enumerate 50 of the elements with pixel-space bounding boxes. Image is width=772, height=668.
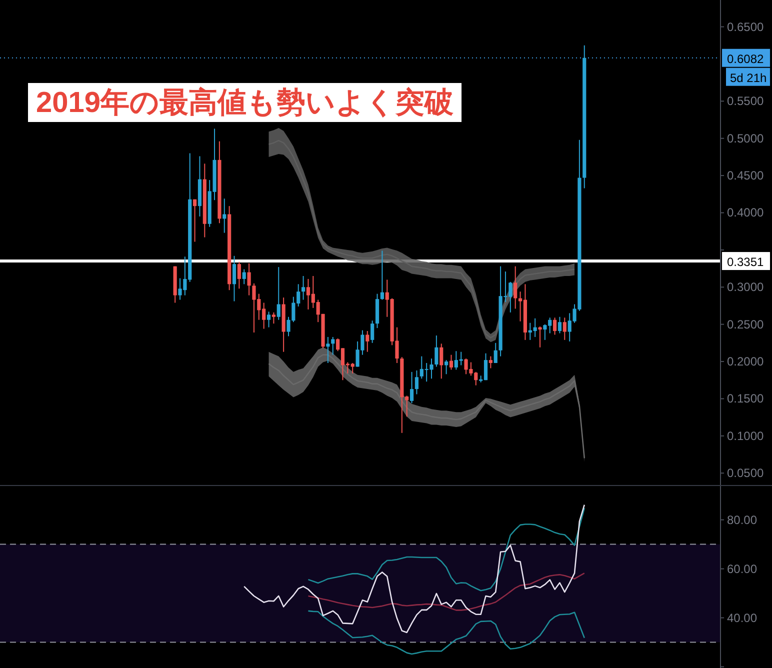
- candlestick: [247, 262, 251, 296]
- y-tick-label: 0.5500: [727, 94, 764, 108]
- candlestick: [331, 336, 335, 356]
- candlestick: [494, 342, 498, 364]
- y-tick-label: 0.4000: [727, 206, 764, 220]
- candlestick: [552, 317, 557, 336]
- y-tick-label: 80.00: [727, 512, 758, 527]
- candlestick: [514, 266, 518, 310]
- candlestick: [366, 330, 370, 352]
- candlestick: [562, 317, 566, 340]
- candlestick: [276, 266, 280, 320]
- candlestick: [266, 311, 271, 328]
- candlestick: [222, 198, 226, 234]
- candlestick: [326, 336, 330, 364]
- candlestick: [434, 334, 438, 368]
- ref-line-label: 0.3351: [727, 255, 764, 270]
- candlestick: [440, 343, 444, 380]
- text: 5d 21h: [730, 70, 767, 85]
- line-series: [308, 610, 586, 655]
- candlestick: [410, 371, 414, 404]
- y-tick-label: 0.2000: [727, 354, 764, 369]
- y-tick-label: 60.00: [727, 562, 758, 576]
- text: 2019年の最高値も勢いよく突破: [36, 86, 454, 119]
- candlestick: [558, 316, 562, 334]
- candlestick: [242, 268, 246, 285]
- candlestick: [192, 198, 197, 242]
- candlestick: [488, 356, 492, 369]
- line-series: [308, 572, 586, 611]
- y-tick-label: 0.1000: [727, 428, 764, 443]
- y-tick-label: 0.2500: [727, 317, 764, 332]
- candlestick: [272, 312, 276, 324]
- candlestick: [444, 360, 448, 375]
- line-series: [243, 504, 586, 634]
- candlestick: [380, 250, 384, 300]
- candlestick: [232, 255, 236, 302]
- y-tick-label: 0.4500: [727, 168, 764, 183]
- y-tick-label: 0.3000: [727, 280, 764, 294]
- y-tick-label: 0.5000: [727, 131, 764, 146]
- y-tick-label: 0.1500: [727, 392, 764, 406]
- candlestick: [237, 261, 241, 290]
- candlestick: [370, 320, 374, 344]
- ref-line-label: 0.6082: [727, 52, 764, 66]
- line-series: [308, 507, 586, 592]
- y-tick-label: 0.6500: [727, 20, 764, 34]
- y-tick-label: 0.0500: [727, 466, 764, 480]
- candlestick: [301, 275, 306, 300]
- candlestick: [538, 326, 542, 348]
- candlestick: [449, 354, 454, 370]
- candlestick: [414, 370, 419, 395]
- y-tick-label: 40.00: [727, 610, 758, 625]
